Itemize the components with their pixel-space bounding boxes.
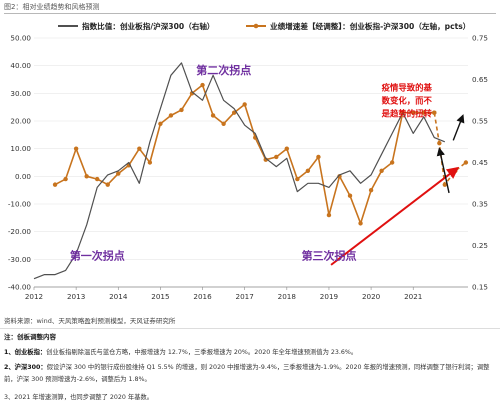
legend-marker bbox=[253, 23, 259, 29]
growth-diff-point bbox=[437, 140, 442, 146]
growth-diff-point bbox=[147, 160, 153, 165]
growth-diff-point bbox=[63, 176, 68, 182]
left-tick-label: 30.00 bbox=[10, 89, 31, 98]
notes-heading: 注：创板调整内容 bbox=[4, 333, 56, 341]
note-3-text: 3、2021 年增速测算，也同步调整了 2020 年基数。 bbox=[4, 394, 154, 401]
x-tick-label: 2014 bbox=[109, 292, 128, 301]
growth-diff-point bbox=[463, 160, 469, 165]
x-tick-label: 2015 bbox=[151, 292, 169, 301]
growth-diff-point bbox=[347, 193, 353, 198]
annotation-covid-note: 疫情导致的基 bbox=[382, 83, 433, 93]
growth-diff-point bbox=[389, 160, 395, 165]
growth-diff-point bbox=[179, 107, 184, 113]
left-tick-label: 40.00 bbox=[10, 61, 31, 70]
right-tick-label: 0.75 bbox=[472, 34, 488, 43]
x-tick-label: 2017 bbox=[236, 292, 254, 301]
right-tick-label: 0.35 bbox=[472, 200, 488, 209]
note-2-label: 2、沪深300： bbox=[4, 364, 47, 371]
growth-diff-point bbox=[368, 187, 374, 193]
growth-diff-point bbox=[284, 146, 290, 151]
left-tick-label: 0.00 bbox=[15, 172, 31, 181]
note-1-label: 1、创业板指： bbox=[4, 349, 47, 356]
right-tick-label: 0.45 bbox=[472, 158, 488, 167]
annotation-turning-point: 第二次拐点 bbox=[196, 63, 251, 77]
left-tick-label: -40.00 bbox=[8, 283, 32, 292]
x-tick-label: 2018 bbox=[278, 292, 297, 301]
growth-diff-point bbox=[95, 176, 100, 182]
growth-diff-point bbox=[242, 102, 247, 107]
note-2-text: 假设沪深 300 中的银行成份股维持 Q1 5.5% 的增速，则 2020 中报… bbox=[4, 364, 490, 383]
x-tick-label: 2013 bbox=[67, 292, 85, 301]
left-tick-label: 10.00 bbox=[10, 144, 31, 153]
x-tick-label: 2019 bbox=[320, 292, 339, 301]
x-tick-label: 2012 bbox=[25, 292, 43, 301]
growth-diff-point bbox=[337, 174, 342, 179]
growth-diff-point bbox=[316, 154, 321, 160]
right-tick-label: 0.55 bbox=[472, 117, 488, 126]
right-tick-label: 0.25 bbox=[472, 241, 488, 250]
growth-diff-point bbox=[326, 212, 332, 218]
chart-legend: 指数比值：创业板指/沪深300（右轴） 业绩增速差【经调整】：创业板指-沪深300… bbox=[58, 21, 470, 31]
growth-diff-point bbox=[84, 174, 89, 179]
annotation-covid-note: 数变化，而不 bbox=[382, 96, 433, 106]
x-tick-label: 2020 bbox=[362, 292, 381, 301]
legend-label: 指数比值：创业板指/沪深300（右轴） bbox=[82, 21, 215, 31]
index-ratio-line bbox=[33, 62, 446, 280]
figure-title: 图2：相对业绩趋势和风格预测 bbox=[4, 2, 496, 14]
left-tick-label: -10.00 bbox=[8, 200, 32, 209]
growth-diff-point bbox=[442, 182, 448, 187]
growth-diff-point bbox=[231, 110, 237, 115]
growth-diff-point bbox=[305, 168, 311, 173]
note-1: 1、创业板指：创业板指剔除温氏与蓝仓方略，中报增速为 12.7%，三季报增速为 … bbox=[4, 347, 357, 356]
annotation-turning-point: 第一次拐点 bbox=[70, 248, 125, 262]
growth-diff-point bbox=[168, 113, 174, 118]
x-tick-label: 2016 bbox=[193, 292, 212, 301]
annotation-turning-point: 第三次拐点 bbox=[302, 248, 357, 262]
legend-label: 业绩增速差【经调整】：创业板指-沪深300（左轴，pcts） bbox=[270, 21, 470, 31]
note-3: 3、2021 年增速测算，也同步调整了 2020 年基数。 bbox=[4, 392, 153, 401]
left-tick-label: 20.00 bbox=[10, 117, 31, 126]
growth-diff-point bbox=[379, 168, 384, 173]
trend-arrow-black-up bbox=[452, 114, 465, 141]
left-tick-label: -20.00 bbox=[8, 227, 32, 236]
trend-arrow-black-down bbox=[436, 147, 450, 194]
growth-diff-point bbox=[411, 110, 416, 115]
figure-title-text: 图2：相对业绩趋势和风格预测 bbox=[4, 3, 100, 11]
left-tick-label: 50.00 bbox=[10, 34, 31, 43]
growth-diff-point bbox=[73, 146, 79, 151]
x-tick-label: 2021 bbox=[404, 292, 422, 301]
relative-performance-chart: 50.00 40.00 30.00 20.00 10.00 0.00 -10.00 -20.0… bbox=[8, 21, 488, 302]
growth-diff-point bbox=[158, 121, 163, 126]
trend-arrow-red bbox=[330, 166, 460, 266]
growth-diff-point bbox=[432, 110, 437, 115]
source-divider bbox=[0, 328, 500, 329]
growth-diff-point bbox=[221, 121, 226, 126]
chart-series bbox=[33, 62, 469, 280]
chart-axes: 50.00 40.00 30.00 20.00 10.00 0.00 -10.00 -20.0… bbox=[8, 34, 488, 302]
left-tick-label: -30.00 bbox=[8, 255, 32, 264]
growth-diff-point bbox=[116, 171, 121, 176]
right-tick-label: 0.65 bbox=[472, 75, 488, 84]
growth-diff-point bbox=[52, 182, 58, 187]
growth-diff-point bbox=[137, 146, 142, 151]
growth-diff-point bbox=[210, 113, 216, 118]
title-divider bbox=[4, 13, 496, 14]
growth-diff-point bbox=[295, 176, 300, 182]
right-tick-label: 0.15 bbox=[472, 283, 488, 292]
annotation-covid-note: 是趋势的扭转 bbox=[381, 109, 433, 119]
note-1-text: 创业板指剔除温氏与蓝仓方略，中报增速为 12.7%，三季报增速为 20%。202… bbox=[46, 349, 358, 356]
growth-diff-point bbox=[421, 110, 426, 115]
source-note: 资料来源：wind、天风策略盈利预测模型，天风证券研究所 bbox=[4, 317, 176, 325]
growth-diff-point bbox=[274, 154, 279, 160]
note-2: 2、沪深300：假设沪深 300 中的银行成份股维持 Q1 5.5% 的增速，则… bbox=[4, 362, 496, 386]
growth-diff-point bbox=[105, 182, 110, 187]
growth-diff-point bbox=[358, 221, 363, 226]
growth-diff-point bbox=[200, 82, 205, 88]
